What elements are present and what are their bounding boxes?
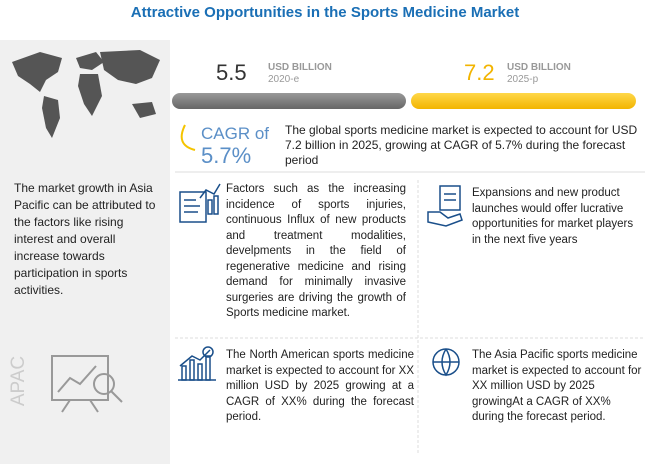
title: Attractive Opportunities in the Sports M… bbox=[130, 4, 520, 21]
bar-2025 bbox=[411, 93, 636, 109]
insight-text: Expansions and new product launches woul… bbox=[472, 187, 634, 246]
insight-text: The North American sports medicine marke… bbox=[226, 349, 414, 423]
cagr-arc bbox=[180, 124, 196, 151]
cagr-summary: The global sports medicine market is exp… bbox=[285, 123, 638, 167]
start-year: 2020-e bbox=[268, 74, 300, 85]
world-map bbox=[12, 50, 160, 138]
start-value: 5.5 bbox=[216, 60, 247, 85]
cagr-value: 5.7% bbox=[201, 143, 252, 168]
icon-expansion bbox=[427, 185, 463, 227]
region-label: APAC bbox=[8, 355, 30, 407]
icon-asia-pacific bbox=[432, 348, 460, 377]
start-unit: USD BILLION bbox=[268, 62, 332, 73]
sidebar-text: The market growth in Asia Pacific can be… bbox=[14, 181, 156, 297]
insight-text: The Asia Pacific sports medicine market … bbox=[472, 349, 642, 423]
icon-factors bbox=[179, 183, 221, 223]
icon-analysis bbox=[51, 355, 123, 413]
end-value: 7.2 bbox=[464, 60, 495, 85]
insight-text: Factors such as the increasing incidence… bbox=[226, 183, 406, 319]
bar-2020 bbox=[172, 93, 406, 109]
end-unit: USD BILLION bbox=[507, 62, 571, 73]
icon-north-america bbox=[178, 346, 216, 381]
end-year: 2025-p bbox=[507, 74, 539, 85]
cagr-label: CAGR of bbox=[201, 124, 270, 143]
